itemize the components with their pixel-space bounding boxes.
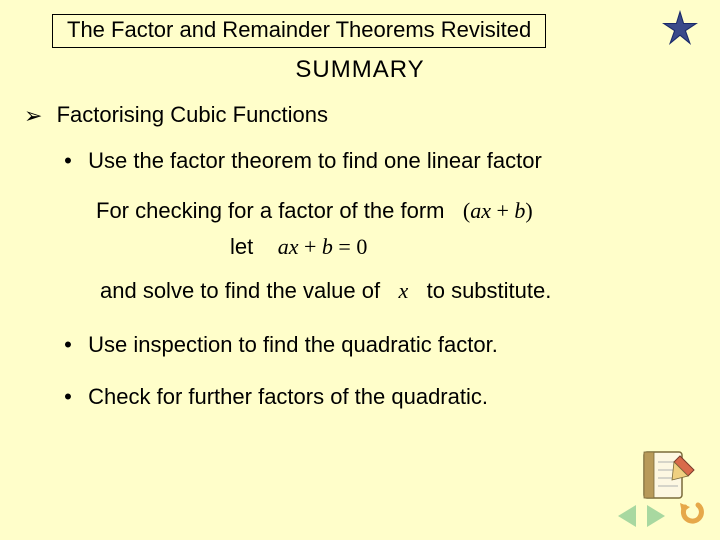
topic-line: ➢ Factorising Cubic Functions [24,102,328,129]
math-b-2: b [322,234,333,259]
body-line-3-post: to substitute. [427,278,552,303]
slide-container: The Factor and Remainder Theorems Revisi… [0,0,720,540]
return-button[interactable] [676,501,706,530]
body-line-1-pre: For checking for a factor of the form [96,198,444,223]
math-close-paren: ) [525,198,532,223]
next-button[interactable] [647,505,665,527]
body-line-3-pre: and solve to find the value of [100,278,380,303]
bullet-3: • Check for further factors of the quadr… [54,384,488,410]
notes-icon[interactable] [638,446,698,504]
body-line-2-pre: let [230,234,253,259]
summary-heading: SUMMARY [0,56,720,84]
chevron-icon: ➢ [24,103,42,129]
bullet-dot-icon: • [54,332,82,358]
body-line-1: For checking for a factor of the form (a… [96,198,533,224]
bullet-3-text: Check for further factors of the quadrat… [88,384,488,409]
math-b-1: b [514,198,525,223]
math-plus-2: + [299,234,322,259]
math-ax-1: ax [470,198,491,223]
slide-title: The Factor and Remainder Theorems Revisi… [52,14,546,48]
math-plus-1: + [491,198,514,223]
bullet-2: • Use inspection to find the quadratic f… [54,332,498,358]
bullet-1: • Use the factor theorem to find one lin… [54,148,542,174]
math-ax-2: ax [278,234,299,259]
body-line-3: and solve to find the value of x to subs… [100,278,551,304]
star-icon [662,10,698,46]
bullet-1-text: Use the factor theorem to find one linea… [88,148,542,173]
nav-controls [615,501,706,530]
topic-text: Factorising Cubic Functions [57,102,328,127]
prev-button[interactable] [618,505,636,527]
math-eq: = 0 [333,234,367,259]
math-x: x [398,278,408,303]
bullet-dot-icon: • [54,148,82,174]
bullet-dot-icon: • [54,384,82,410]
body-line-2: let ax + b = 0 [230,234,367,260]
bullet-2-text: Use inspection to find the quadratic fac… [88,332,498,357]
